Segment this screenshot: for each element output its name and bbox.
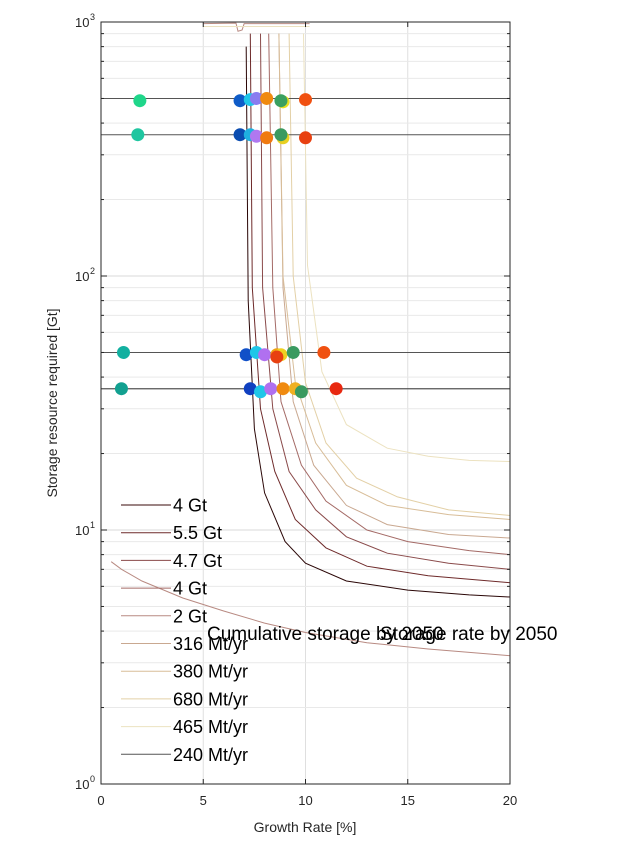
series-line (260, 33, 511, 570)
legend-label: 316 Mt/yr (173, 634, 248, 654)
legend-label: 680 Mt/yr (173, 689, 248, 709)
data-point (131, 128, 145, 142)
data-point (239, 348, 253, 362)
legend-label: 240 Mt/yr (173, 745, 248, 765)
y-tick-label: 10 (75, 777, 89, 792)
data-point (249, 129, 263, 143)
data-point (299, 93, 312, 107)
series-line (303, 33, 511, 462)
data-point (317, 345, 331, 359)
y-tick-label: 10 (75, 15, 89, 30)
data-point (260, 131, 274, 145)
series-line (268, 33, 511, 556)
legend-label: 4 Gt (173, 579, 207, 599)
data-point (260, 91, 274, 105)
legend-label: 465 Mt/yr (173, 717, 248, 737)
data-point (233, 128, 247, 142)
data-point (286, 345, 300, 359)
x-tick-label: 0 (97, 793, 104, 808)
y-tick-exponent: 2 (90, 266, 95, 276)
series-line (245, 46, 511, 598)
annotation-storage-rate: Storage rate by 2050 (380, 624, 557, 645)
series-line (288, 33, 511, 516)
data-point (249, 91, 263, 105)
data-point (114, 382, 128, 396)
x-tick-label: 10 (298, 793, 312, 808)
x-tick-label: 5 (200, 793, 207, 808)
x-tick-label: 15 (401, 793, 415, 808)
legend-label: 2 Gt (173, 606, 207, 626)
y-axis-label: Storage resource required [Gt] (44, 308, 60, 497)
data-point (270, 350, 284, 364)
annotation-cumulative-storage: Cumulative storage by 2050 (207, 624, 444, 645)
data-point (274, 128, 288, 142)
series-line (249, 33, 511, 584)
data-point (329, 382, 343, 396)
data-point (299, 131, 312, 145)
axes (100, 21, 511, 785)
y-tick-exponent: 1 (90, 520, 95, 530)
x-axis-label: Growth Rate [%] (254, 819, 357, 835)
top-band-line (203, 22, 310, 32)
data-point (258, 348, 272, 362)
data-point (276, 382, 290, 396)
legend-label: 380 Mt/yr (173, 662, 248, 682)
data-point (116, 345, 130, 359)
data-point (233, 94, 247, 108)
y-tick-label: 10 (75, 269, 89, 284)
legend: 4 Gt 5.5 Gt 4.7 Gt 4 Gt 2 Gt 316 Mt/yr 380 Mt/… (121, 496, 248, 765)
data-point (243, 382, 257, 396)
data-point (294, 385, 308, 399)
data-point (274, 94, 288, 108)
data-point (254, 385, 268, 399)
legend-label: 5.5 Gt (173, 523, 222, 543)
series-line (278, 33, 511, 520)
top-band (203, 22, 310, 32)
y-tick-label: 10 (75, 523, 89, 538)
legend-label: 4.7 Gt (173, 551, 222, 571)
data-point (264, 382, 278, 396)
legend-label: 4 Gt (173, 496, 207, 516)
x-tick-label: 20 (503, 793, 517, 808)
series-line (278, 33, 511, 539)
data-point (133, 94, 147, 108)
y-tick-exponent: 3 (90, 12, 95, 22)
y-tick-exponent: 0 (90, 774, 95, 784)
data-points (114, 91, 343, 399)
series-line (110, 561, 511, 657)
